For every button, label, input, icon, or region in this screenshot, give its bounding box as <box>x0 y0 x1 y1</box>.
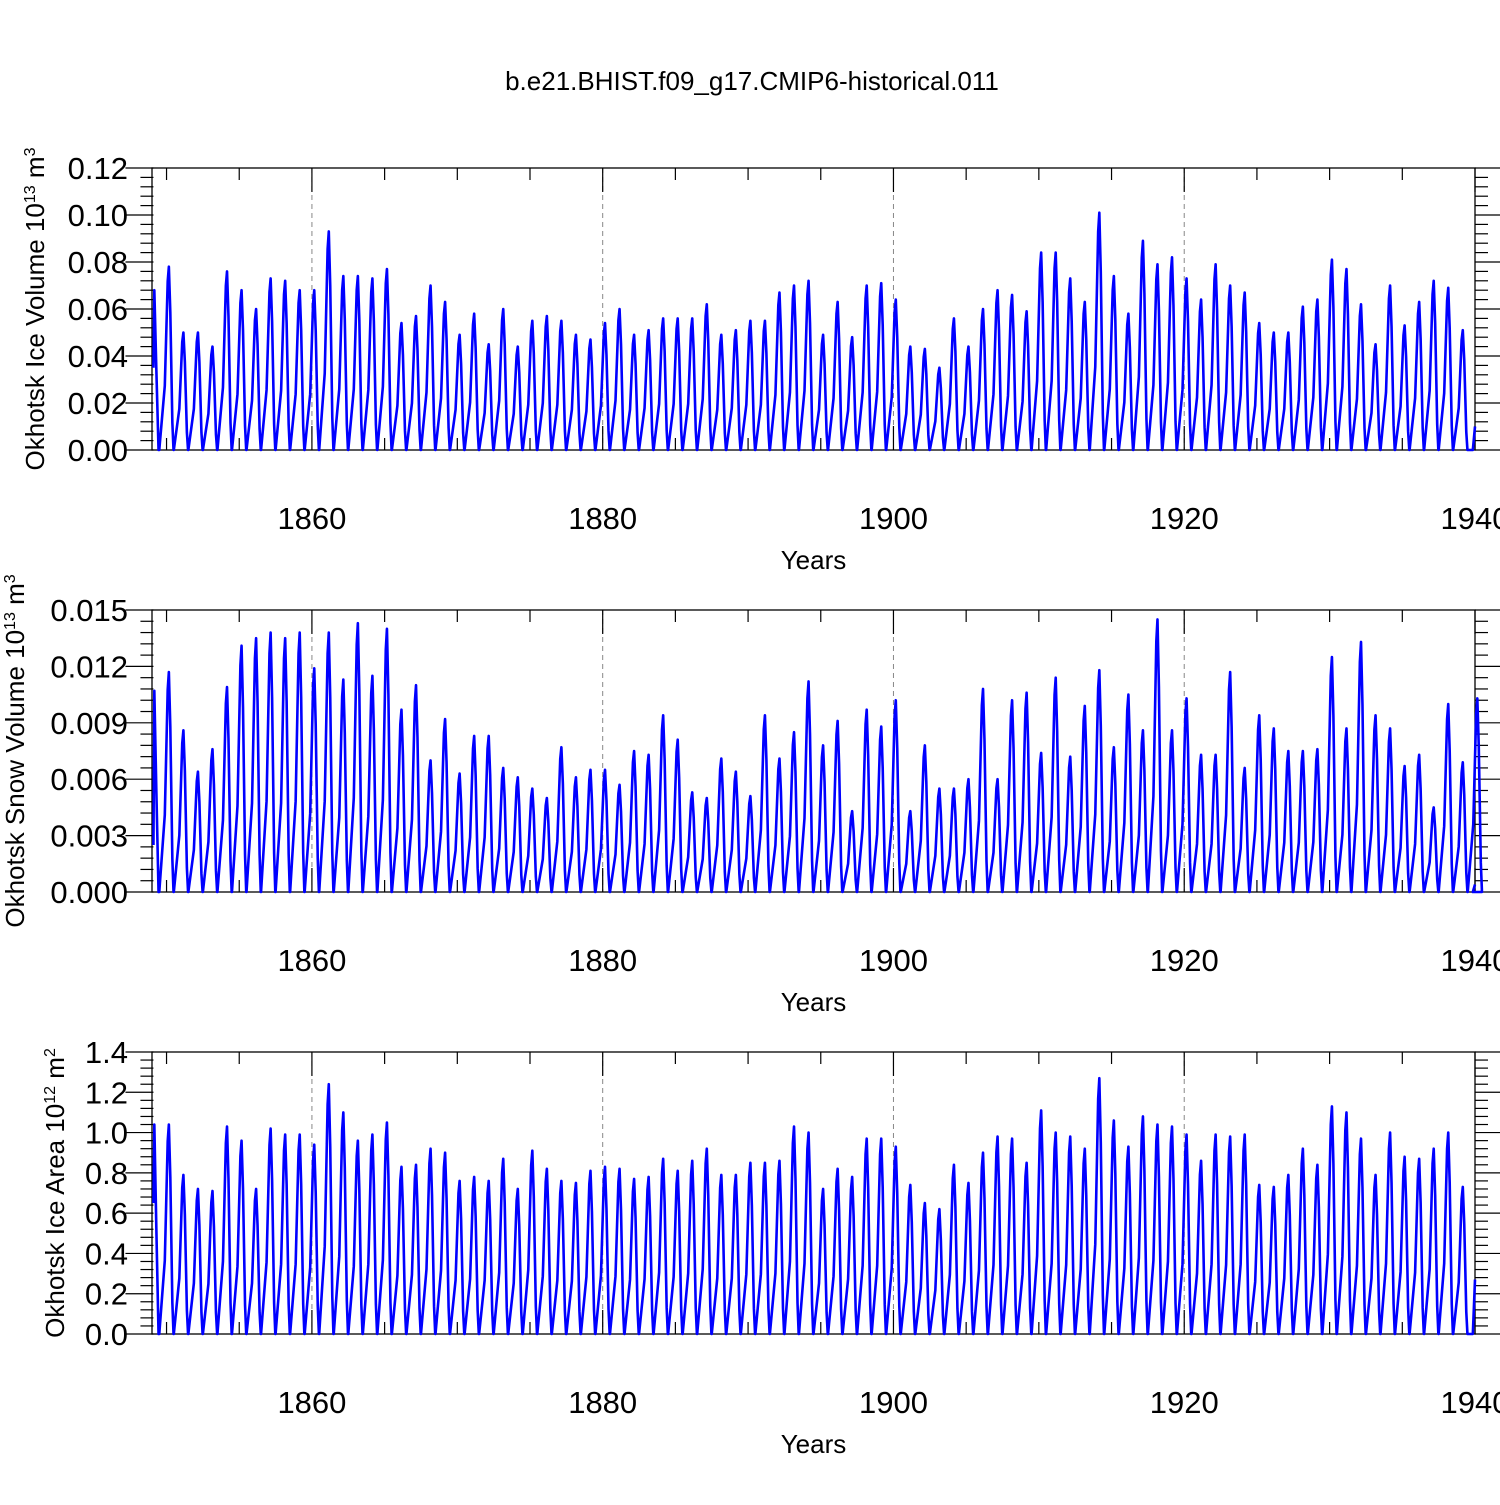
y-tick-label: 0.04 <box>68 339 128 374</box>
panel-snow-volume: 0.000 0.003 0.006 0.009 0.012 0.015 1860 1880 19… <box>0 574 1500 1017</box>
y-tick-label: 0.4 <box>85 1236 128 1271</box>
x-tick-label-1860: 1860 <box>277 1385 346 1420</box>
y-tick-label: 0.003 <box>50 819 128 854</box>
series-line-snow-volume <box>152 618 1484 894</box>
x-tick-label-1940: 1940 <box>1441 943 1500 978</box>
x-tick-label-1900: 1900 <box>859 943 928 978</box>
series-line-ice-area <box>152 1076 1477 1336</box>
chart-title: b.e21.BHIST.f09_g17.CMIP6-historical.011 <box>505 66 999 96</box>
y-tick-label: 0.6 <box>85 1196 128 1231</box>
x-tick-label-1920: 1920 <box>1150 1385 1219 1420</box>
y-tick-label: 0.10 <box>68 198 128 233</box>
y-tick-label: 0.000 <box>50 875 128 910</box>
x-axis-label: Years <box>781 1429 847 1459</box>
y-tick-label: 1.0 <box>85 1116 128 1151</box>
x-tick-label-1880: 1880 <box>568 943 637 978</box>
x-tick-label-1880: 1880 <box>568 501 637 536</box>
y-axis-label-part: 3 <box>2 574 19 583</box>
x-tick-label-1940: 1940 <box>1441 501 1500 536</box>
y-axis-label-part: m <box>20 156 50 185</box>
y-axis-label-part: m <box>0 583 30 612</box>
y-tick-label: 0.2 <box>85 1277 128 1312</box>
x-tick-label-1900: 1900 <box>859 501 928 536</box>
x-axis-label: Years <box>781 545 847 575</box>
y-tick-label: 0.00 <box>68 433 128 468</box>
y-axis-label: Okhotsk Ice Volume 1013 m3​ <box>20 147 50 470</box>
y-tick-label: 0.06 <box>68 292 128 327</box>
y-tick-label: 0.02 <box>68 386 128 421</box>
panel-ice-area: 0.0 0.2 0.4 0.6 0.8 1.0 1.2 1.4 1860 1880 1900 1920… <box>40 1035 1500 1459</box>
y-axis-label-part: 13 <box>22 185 39 203</box>
y-tick-label: 1.2 <box>85 1075 128 1110</box>
y-axis-label-part: m <box>40 1057 70 1086</box>
y-tick-label: 0.009 <box>50 706 128 741</box>
y-tick-label: 0.012 <box>50 649 128 684</box>
y-axis-label: Okhotsk Ice Area 1012 m2​ <box>40 1048 70 1338</box>
y-tick-label: 0.08 <box>68 245 128 280</box>
x-axis-label: Years <box>781 987 847 1017</box>
x-tick-label-1920: 1920 <box>1150 943 1219 978</box>
y-axis-label-part: 2 <box>42 1048 59 1057</box>
y-axis-label-part: Okhotsk Ice Area 10 <box>40 1104 70 1338</box>
y-tick-label: 0.006 <box>50 762 128 797</box>
y-axis-label-part: 3 <box>22 147 39 156</box>
x-tick-label-1860: 1860 <box>277 943 346 978</box>
y-axis-label-part: Okhotsk Ice Volume 10 <box>20 203 50 470</box>
y-tick-label: 0.0 <box>85 1317 128 1352</box>
x-tick-label-1920: 1920 <box>1150 501 1219 536</box>
y-axis-label-part: 12 <box>42 1086 59 1104</box>
series-line-ice-volume <box>152 211 1477 452</box>
y-axis-label: Okhotsk Snow Volume 1013 m3​ <box>0 574 30 927</box>
y-axis-label-part: Okhotsk Snow Volume 10 <box>0 630 30 928</box>
x-tick-label-1860: 1860 <box>277 501 346 536</box>
x-tick-label-1880: 1880 <box>568 1385 637 1420</box>
y-axis-label-part: 13 <box>2 612 19 630</box>
panel-ice-volume: 0.00 0.02 0.04 0.06 0.08 0.10 0.12 1860 1880 1900… <box>20 147 1500 575</box>
x-tick-label-1900: 1900 <box>859 1385 928 1420</box>
y-tick-label: 0.12 <box>68 151 128 186</box>
y-tick-label: 0.8 <box>85 1156 128 1191</box>
y-tick-label: 0.015 <box>50 593 128 628</box>
x-tick-label-1940: 1940 <box>1441 1385 1500 1420</box>
y-tick-label: 1.4 <box>85 1035 128 1070</box>
